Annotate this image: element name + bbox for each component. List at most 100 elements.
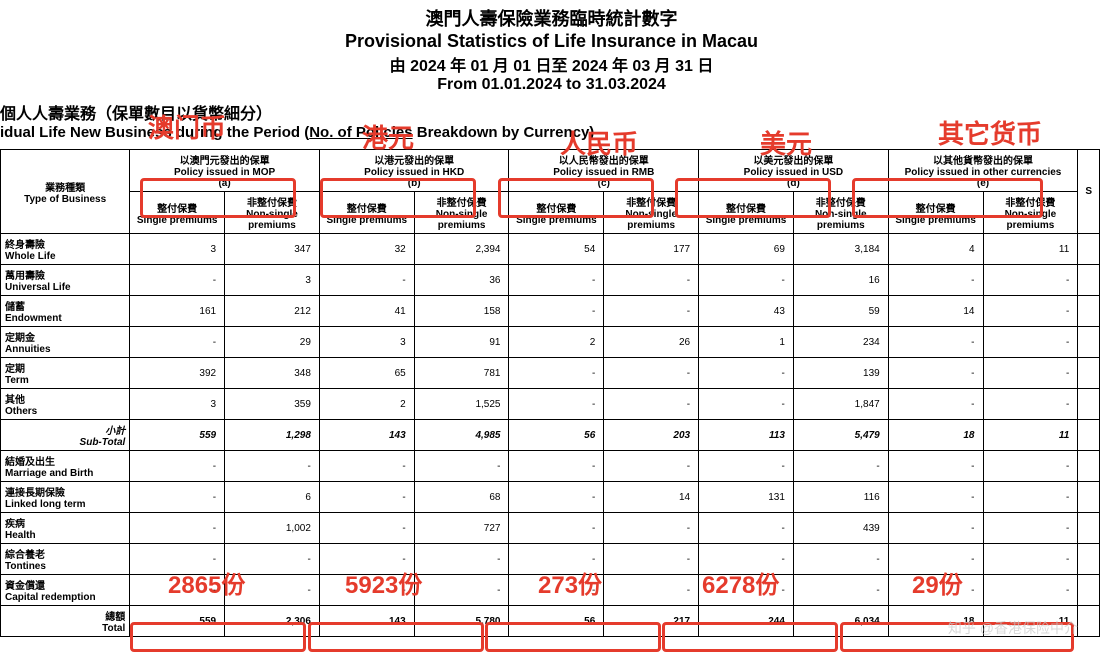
th-usd: 以美元發出的保單Policy issued in USD(d) <box>699 150 889 192</box>
cell: 161 <box>130 296 225 327</box>
cell: 14 <box>604 482 699 513</box>
cell: - <box>699 544 794 575</box>
cell: - <box>699 265 794 296</box>
cell: - <box>319 265 414 296</box>
cell: 56 <box>509 420 604 451</box>
cell: - <box>414 544 509 575</box>
cell: 3,184 <box>793 234 888 265</box>
row-label: 小計Sub-Total <box>1 420 130 451</box>
cell: - <box>888 358 983 389</box>
cell: 203 <box>604 420 699 451</box>
cell: - <box>130 451 225 482</box>
cell: - <box>699 389 794 420</box>
cell: - <box>983 513 1078 544</box>
cell: - <box>604 544 699 575</box>
cell: - <box>888 389 983 420</box>
cell: 56 <box>509 606 604 637</box>
cell: - <box>793 451 888 482</box>
th-type: 業務種類Type of Business <box>1 150 130 234</box>
cell: 29 <box>225 327 320 358</box>
cell: 158 <box>414 296 509 327</box>
th-np: 非整付保費Non-single premiums <box>793 192 888 234</box>
cell: 11 <box>983 234 1078 265</box>
cell: 559 <box>130 420 225 451</box>
cell: - <box>319 544 414 575</box>
cell: - <box>414 575 509 606</box>
cell: 3 <box>319 327 414 358</box>
cell: - <box>888 482 983 513</box>
cell: 116 <box>793 482 888 513</box>
cell: - <box>509 358 604 389</box>
cell: 244 <box>699 606 794 637</box>
cell: 177 <box>604 234 699 265</box>
cell: 131 <box>699 482 794 513</box>
cell: - <box>888 265 983 296</box>
cell: 559 <box>130 606 225 637</box>
row-label: 萬用壽險Universal Life <box>1 265 130 296</box>
cell: - <box>130 544 225 575</box>
row-label: 結婚及出生Marriage and Birth <box>1 451 130 482</box>
cell: - <box>888 575 983 606</box>
table-row: 終身壽險Whole Life3347322,39454177693,184411 <box>1 234 1100 265</box>
cell: 4,985 <box>414 420 509 451</box>
th-sp: 整付保費Single premiums <box>509 192 604 234</box>
th-np: 非整付保費Non-single premiums <box>225 192 320 234</box>
cell: 11 <box>983 420 1078 451</box>
cell: 68 <box>414 482 509 513</box>
cell: 347 <box>225 234 320 265</box>
cell: - <box>509 451 604 482</box>
row-label: 綜合養老Tontines <box>1 544 130 575</box>
table-row: 小計Sub-Total5591,2981434,985562031135,479… <box>1 420 1100 451</box>
cell: 217 <box>604 606 699 637</box>
cell: 59 <box>793 296 888 327</box>
cell: - <box>509 544 604 575</box>
row-label: 總額Total <box>1 606 130 637</box>
cell: 359 <box>225 389 320 420</box>
cell: 4 <box>888 234 983 265</box>
th-extra: S <box>1078 150 1100 234</box>
title-en: Provisional Statistics of Life Insurance… <box>0 31 1103 52</box>
cell: 1 <box>699 327 794 358</box>
cell: - <box>793 544 888 575</box>
cell: 36 <box>414 265 509 296</box>
th-mop: 以澳門元發出的保單Policy issued in MOP(a) <box>130 150 320 192</box>
cell: 2,306 <box>225 606 320 637</box>
cell: 439 <box>793 513 888 544</box>
cell: - <box>319 513 414 544</box>
cell: 54 <box>509 234 604 265</box>
section-head-zh: 個人人壽業務（保單數目以貨幣細分） <box>0 100 1103 124</box>
row-label: 連接長期保險Linked long term <box>1 482 130 513</box>
table-row: 儲蓄Endowment16121241158--435914- <box>1 296 1100 327</box>
cell: - <box>983 265 1078 296</box>
cell: - <box>604 451 699 482</box>
table-row: 萬用壽險Universal Life-3-36---16-- <box>1 265 1100 296</box>
cell: - <box>604 265 699 296</box>
cell: 32 <box>319 234 414 265</box>
cell: - <box>130 513 225 544</box>
row-label: 儲蓄Endowment <box>1 296 130 327</box>
th-sp: 整付保費Single premiums <box>130 192 225 234</box>
cell: - <box>983 451 1078 482</box>
header-row-2: 整付保費Single premiums 非整付保費Non-single prem… <box>1 192 1100 234</box>
table-row: 定期金Annuities-293912261234-- <box>1 327 1100 358</box>
cell: - <box>225 575 320 606</box>
cell: - <box>509 265 604 296</box>
cell: 6,034 <box>793 606 888 637</box>
cell: 727 <box>414 513 509 544</box>
watermark: 知乎 @香港保险中介 <box>948 618 1078 638</box>
cell: 69 <box>699 234 794 265</box>
cell: 2,394 <box>414 234 509 265</box>
cell: - <box>414 451 509 482</box>
cell: 6 <box>225 482 320 513</box>
title-zh: 澳門人壽保險業務臨時統計數字 <box>0 5 1103 31</box>
table-row: 疾病Health-1,002-727---439-- <box>1 513 1100 544</box>
table-row: 結婚及出生Marriage and Birth---------- <box>1 451 1100 482</box>
cell: 91 <box>414 327 509 358</box>
row-label: 其他Others <box>1 389 130 420</box>
cell: 348 <box>225 358 320 389</box>
table-row: 定期Term39234865781---139-- <box>1 358 1100 389</box>
cell: - <box>604 575 699 606</box>
period-en: From 01.01.2024 to 31.03.2024 <box>0 76 1103 94</box>
cell: 1,847 <box>793 389 888 420</box>
cell: - <box>888 544 983 575</box>
